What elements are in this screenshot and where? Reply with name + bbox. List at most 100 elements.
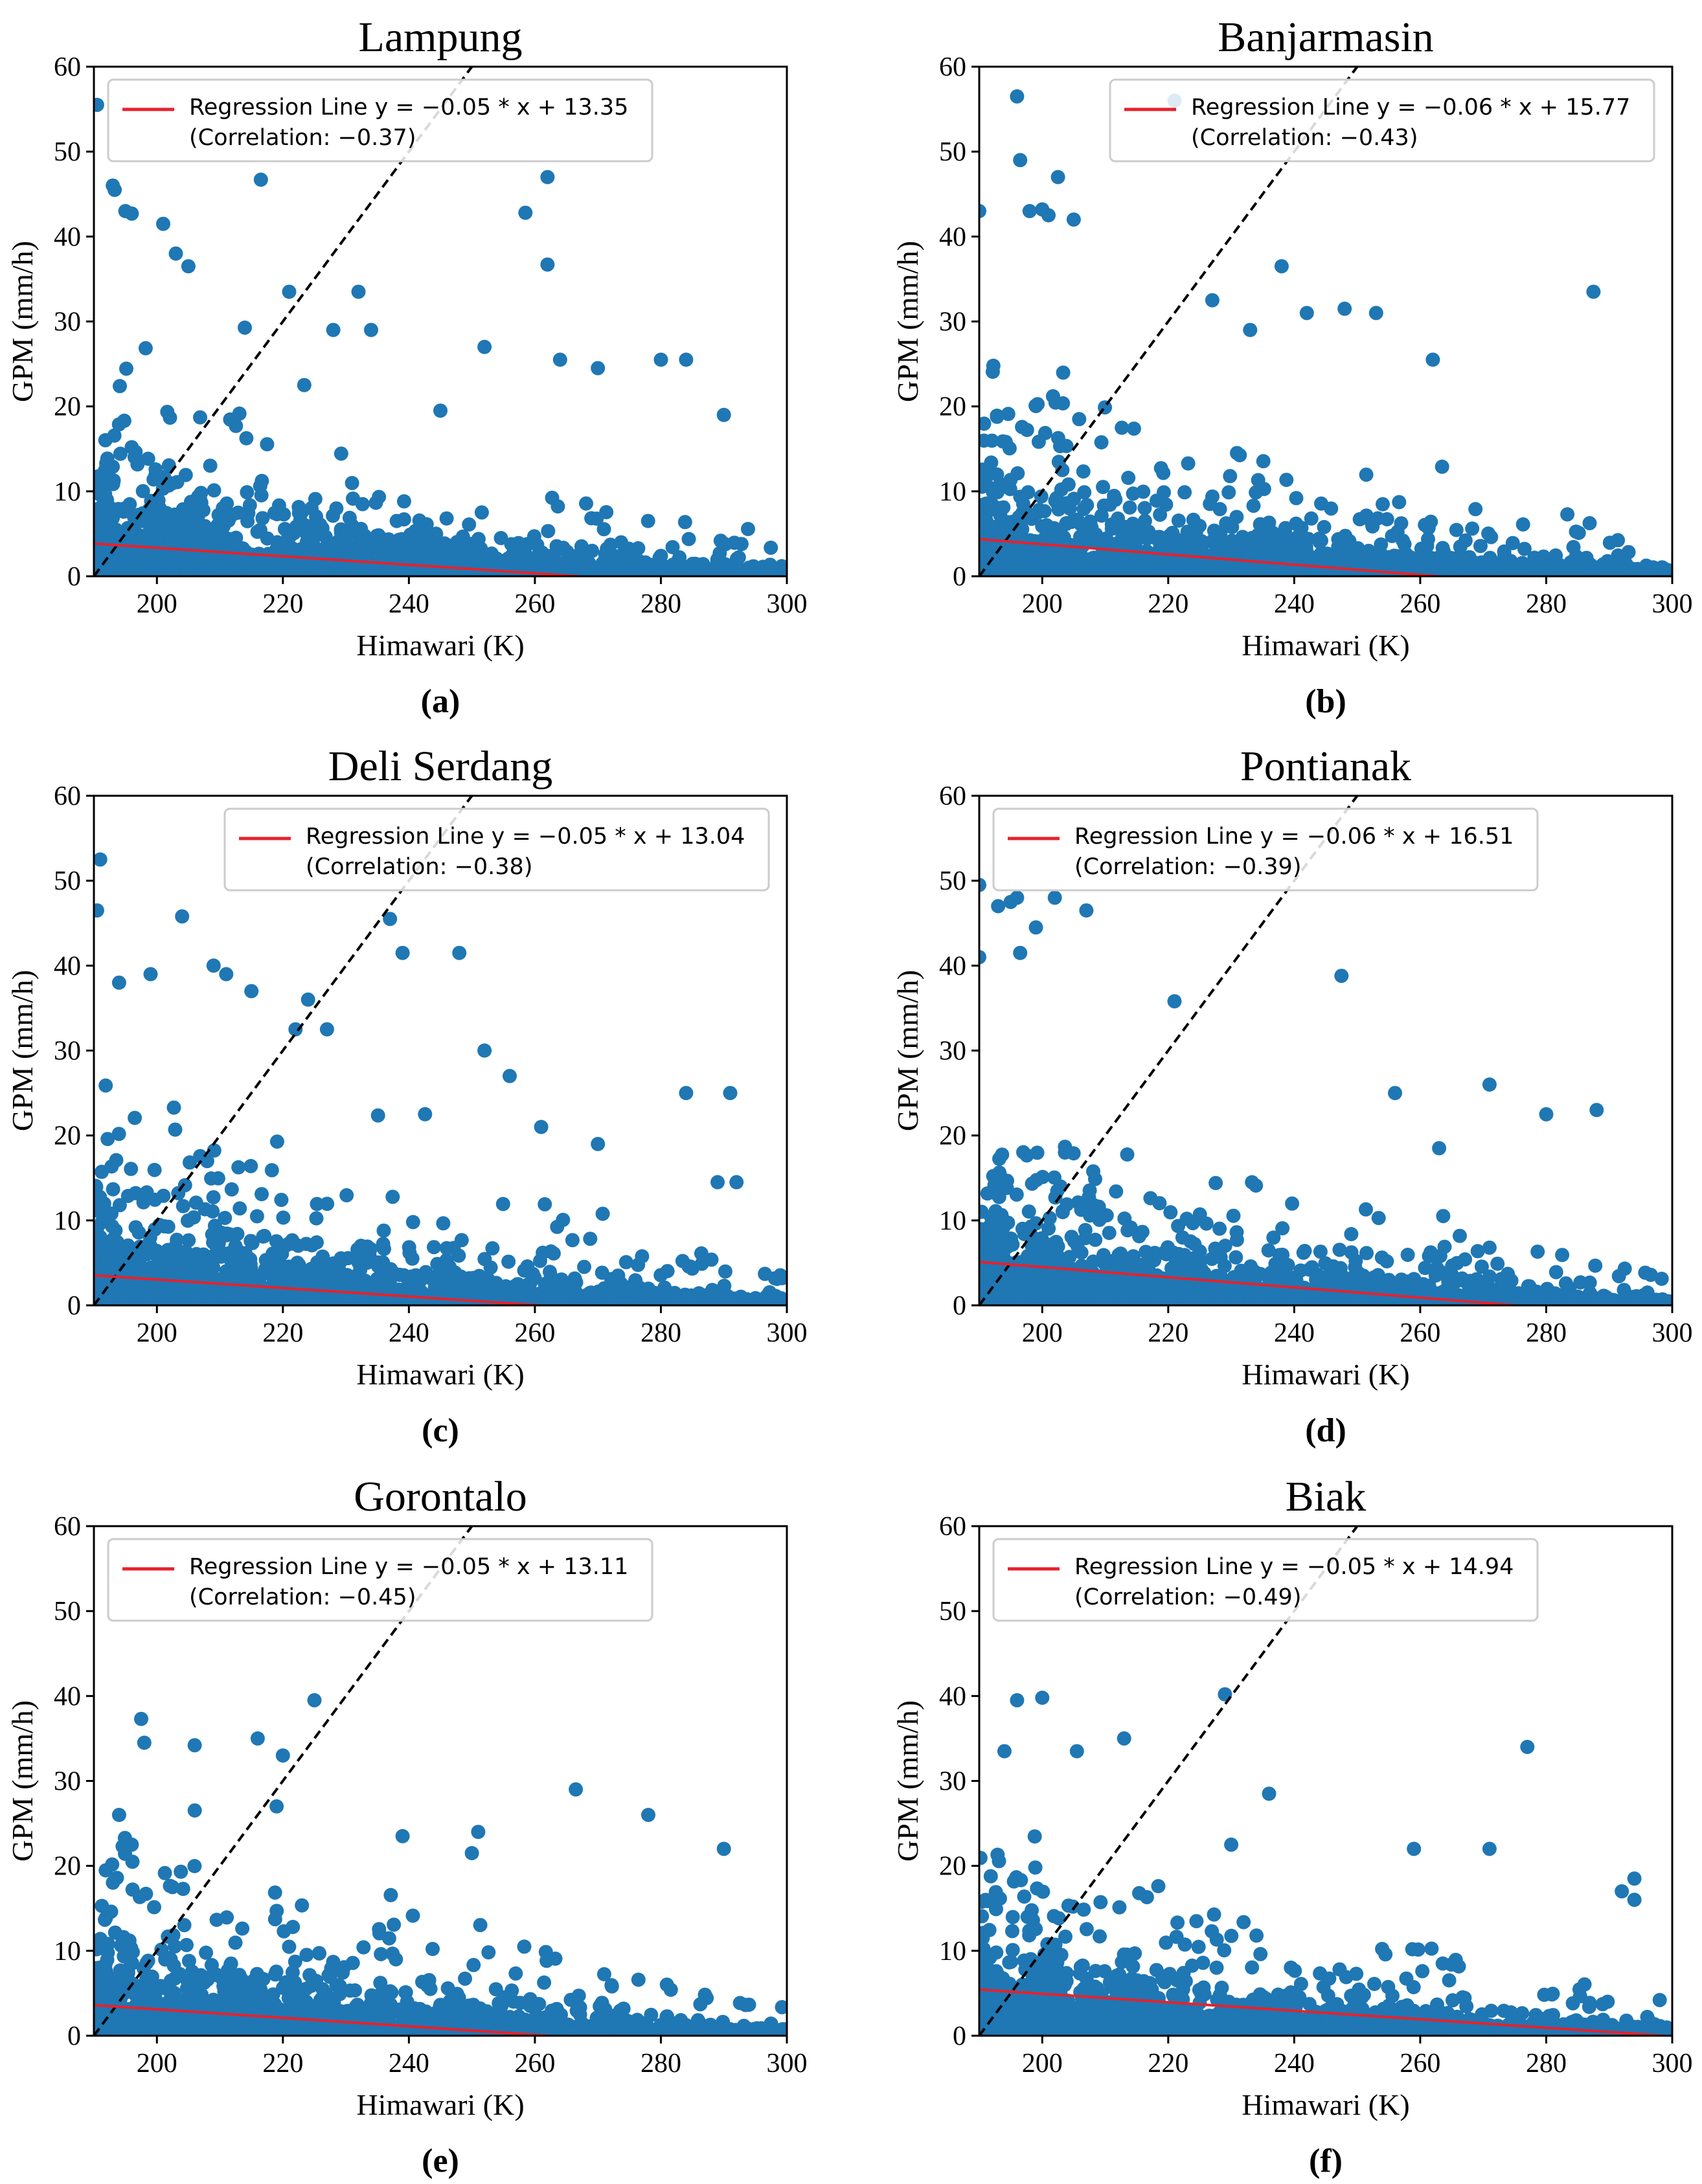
scatter-point — [1076, 464, 1091, 478]
scatter-point — [1396, 534, 1410, 548]
x-tick-label: 300 — [1652, 589, 1693, 619]
y-tick-label: 30 — [54, 308, 81, 337]
scatter-point — [371, 1109, 385, 1123]
scatter-point — [1030, 397, 1045, 411]
scatter-point — [334, 447, 348, 461]
scatter-point — [496, 1197, 510, 1211]
scatter-point — [501, 552, 516, 566]
scatter-point — [541, 524, 555, 538]
scatter-point — [1257, 567, 1271, 581]
scatter-point — [1223, 469, 1237, 483]
scatter-point — [347, 522, 361, 536]
scatter-point — [369, 496, 383, 510]
scatter-point — [172, 517, 186, 532]
scatter-point — [1337, 302, 1352, 316]
scatter-point — [560, 545, 574, 559]
scatter-point — [1265, 533, 1279, 547]
y-tick-label: 50 — [939, 137, 966, 167]
scatter-point — [356, 537, 370, 551]
scatter-point — [1424, 515, 1438, 529]
scatter-point — [1516, 517, 1530, 532]
scatter-point — [451, 1248, 466, 1263]
scatter-point — [169, 247, 183, 261]
scatter-point — [1533, 567, 1547, 581]
scatter-point — [1023, 204, 1037, 218]
scatter-point — [455, 1233, 469, 1247]
scatter-point — [600, 547, 614, 561]
scatter-point — [727, 535, 742, 550]
scatter-point — [433, 403, 448, 418]
x-tick-label: 280 — [1526, 589, 1567, 619]
scatter-point — [199, 567, 214, 581]
scatter-point — [291, 500, 306, 514]
panel-label: (b) — [1305, 683, 1346, 720]
scatter-point — [577, 1260, 591, 1274]
legend-regression-label: Regression Line y = −0.06 * x + 15.77 — [1191, 95, 1630, 120]
scatter-point — [1111, 512, 1125, 526]
x-tick-label: 200 — [1022, 589, 1063, 619]
y-tick-label: 0 — [953, 562, 966, 592]
scatter-point — [1181, 456, 1196, 471]
scatter-point — [682, 532, 696, 546]
scatter-point — [312, 524, 326, 539]
scatter-point — [1221, 485, 1236, 499]
scatter-point — [1138, 501, 1152, 515]
scatter-point — [501, 1255, 516, 1269]
scatter-point — [152, 568, 166, 582]
scatter-point — [1513, 566, 1527, 580]
scatter-point — [176, 1199, 190, 1213]
scatter-point — [274, 1193, 288, 1207]
x-tick-label: 260 — [1400, 589, 1440, 619]
scatter-point — [538, 1197, 552, 1211]
legend-correlation-label: (Correlation: −0.37) — [189, 125, 416, 151]
scatter-point — [1205, 490, 1220, 504]
scatter-point — [223, 412, 237, 427]
scatter-point — [90, 98, 104, 112]
scatter-point — [1056, 366, 1071, 380]
scatter-point — [1225, 520, 1239, 534]
scatter-point — [124, 207, 139, 221]
scatter-point — [494, 531, 508, 545]
y-axis-label: GPM (mm/h) — [891, 241, 924, 402]
scatter-point — [1369, 306, 1383, 320]
scatter-point — [436, 1216, 450, 1230]
chart-title: Banjarmasin — [1218, 14, 1434, 61]
scatter-point — [1312, 532, 1326, 546]
y-tick-label: 30 — [939, 308, 966, 337]
scatter-point — [1052, 455, 1066, 469]
x-tick-label: 200 — [137, 589, 177, 619]
scatter-point — [462, 517, 476, 532]
scatter-point — [1473, 539, 1488, 553]
scatter-point — [255, 1187, 269, 1201]
scatter-point — [108, 183, 122, 197]
scatter-point — [1061, 477, 1076, 491]
x-tick-label: 280 — [641, 589, 681, 619]
scatter-point — [148, 1163, 162, 1177]
x-axis-label: Himawari (K) — [1242, 629, 1409, 662]
scatter-point — [1420, 539, 1435, 553]
scatter-point — [98, 1079, 113, 1093]
scatter-point — [679, 567, 694, 581]
scatter-point — [1249, 486, 1263, 500]
scatter-point — [1172, 513, 1186, 528]
scatter-point — [390, 514, 404, 528]
scatter-point — [641, 514, 655, 528]
scatter-point — [1067, 491, 1081, 506]
scatter-point — [1095, 435, 1109, 449]
scatter-point — [289, 520, 304, 534]
scatter-point — [304, 501, 319, 515]
scatter-point — [1299, 539, 1313, 554]
scatter-point — [98, 521, 112, 535]
scatter-point — [1049, 396, 1063, 410]
scatter-point — [233, 1201, 247, 1215]
scatter-point — [666, 540, 680, 554]
scatter-point — [1279, 473, 1293, 487]
scatter-point — [1138, 514, 1152, 528]
scatter-point — [1465, 521, 1479, 535]
scatter-point — [254, 173, 268, 187]
scatter-point — [207, 1190, 221, 1204]
scatter-point — [1003, 473, 1017, 487]
scatter-point — [1123, 501, 1137, 515]
scatter-point — [331, 534, 345, 548]
